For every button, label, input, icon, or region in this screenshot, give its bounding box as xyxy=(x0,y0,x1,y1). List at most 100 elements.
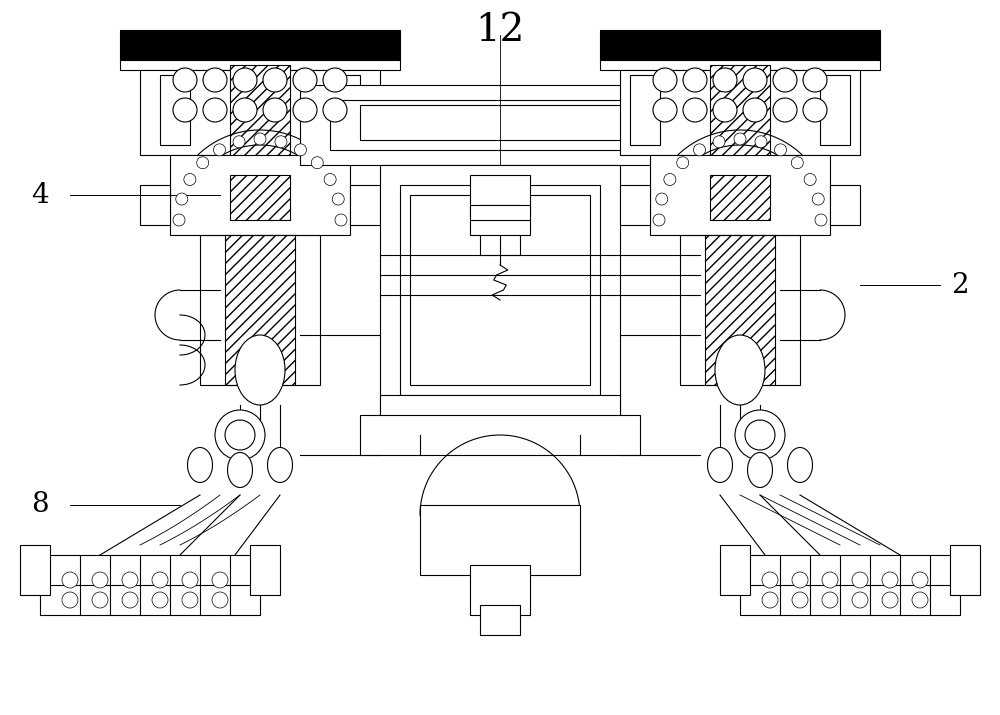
Bar xyxy=(620,70,860,155)
Text: 8: 8 xyxy=(31,491,49,518)
Circle shape xyxy=(215,410,265,460)
Circle shape xyxy=(792,592,808,608)
Bar xyxy=(360,415,640,455)
Circle shape xyxy=(803,68,827,92)
Circle shape xyxy=(653,214,665,226)
Bar xyxy=(200,235,320,385)
Circle shape xyxy=(62,592,78,608)
Ellipse shape xyxy=(708,448,732,483)
Bar xyxy=(170,155,350,235)
Circle shape xyxy=(656,193,668,205)
Bar xyxy=(470,565,530,615)
Ellipse shape xyxy=(188,448,213,483)
Bar xyxy=(225,235,295,385)
Bar xyxy=(740,585,960,615)
Bar xyxy=(360,105,640,140)
Circle shape xyxy=(62,572,78,588)
Bar xyxy=(470,175,530,215)
Bar xyxy=(705,235,775,385)
Circle shape xyxy=(734,133,746,145)
Circle shape xyxy=(311,157,323,169)
Bar xyxy=(710,65,770,175)
Circle shape xyxy=(912,572,928,588)
Text: 12: 12 xyxy=(475,11,525,49)
Bar xyxy=(410,195,590,385)
Circle shape xyxy=(713,136,725,148)
Bar xyxy=(120,30,400,60)
Ellipse shape xyxy=(788,448,812,483)
Bar xyxy=(720,545,750,595)
Bar xyxy=(740,555,960,590)
Circle shape xyxy=(212,592,228,608)
Circle shape xyxy=(803,98,827,122)
Bar xyxy=(140,185,170,225)
Circle shape xyxy=(182,572,198,588)
Circle shape xyxy=(713,98,737,122)
Bar xyxy=(620,185,650,225)
Circle shape xyxy=(293,98,317,122)
Circle shape xyxy=(293,68,317,92)
Bar xyxy=(480,605,520,635)
Circle shape xyxy=(214,144,226,156)
Ellipse shape xyxy=(268,448,293,483)
Circle shape xyxy=(774,144,786,156)
Bar xyxy=(120,60,400,70)
Bar xyxy=(330,100,670,150)
Circle shape xyxy=(762,572,778,588)
Circle shape xyxy=(323,68,347,92)
Circle shape xyxy=(173,68,197,92)
Ellipse shape xyxy=(748,453,772,488)
Text: 4: 4 xyxy=(31,182,49,209)
Bar xyxy=(630,75,660,145)
Circle shape xyxy=(882,592,898,608)
Circle shape xyxy=(773,68,797,92)
Circle shape xyxy=(323,98,347,122)
Circle shape xyxy=(197,157,209,169)
Bar xyxy=(250,545,280,595)
Circle shape xyxy=(852,592,868,608)
Circle shape xyxy=(755,136,767,148)
Bar xyxy=(710,175,770,205)
Bar xyxy=(20,545,50,595)
Bar xyxy=(650,155,830,235)
Bar xyxy=(300,85,700,165)
Bar xyxy=(820,75,850,145)
Bar xyxy=(600,30,880,60)
Bar xyxy=(680,235,800,385)
Circle shape xyxy=(745,420,775,450)
Ellipse shape xyxy=(715,335,765,405)
Circle shape xyxy=(152,592,168,608)
Circle shape xyxy=(173,98,197,122)
Circle shape xyxy=(233,136,245,148)
Bar xyxy=(140,70,380,155)
Circle shape xyxy=(176,193,188,205)
Circle shape xyxy=(203,98,227,122)
Circle shape xyxy=(324,174,336,185)
Circle shape xyxy=(233,98,257,122)
Circle shape xyxy=(743,68,767,92)
Circle shape xyxy=(122,572,138,588)
Bar xyxy=(380,165,620,415)
Bar xyxy=(350,185,380,225)
Bar xyxy=(230,65,290,175)
Circle shape xyxy=(122,592,138,608)
Circle shape xyxy=(263,68,287,92)
Circle shape xyxy=(212,572,228,588)
Circle shape xyxy=(225,420,255,450)
Bar xyxy=(400,185,600,395)
Bar xyxy=(160,75,190,145)
Circle shape xyxy=(713,68,737,92)
Circle shape xyxy=(743,98,767,122)
Circle shape xyxy=(203,68,227,92)
Circle shape xyxy=(792,572,808,588)
Bar xyxy=(830,185,860,225)
Polygon shape xyxy=(710,175,770,220)
Circle shape xyxy=(182,592,198,608)
Circle shape xyxy=(683,68,707,92)
Bar xyxy=(40,555,260,590)
Circle shape xyxy=(882,572,898,588)
Circle shape xyxy=(263,98,287,122)
Circle shape xyxy=(653,98,677,122)
Circle shape xyxy=(694,144,706,156)
Circle shape xyxy=(804,174,816,185)
